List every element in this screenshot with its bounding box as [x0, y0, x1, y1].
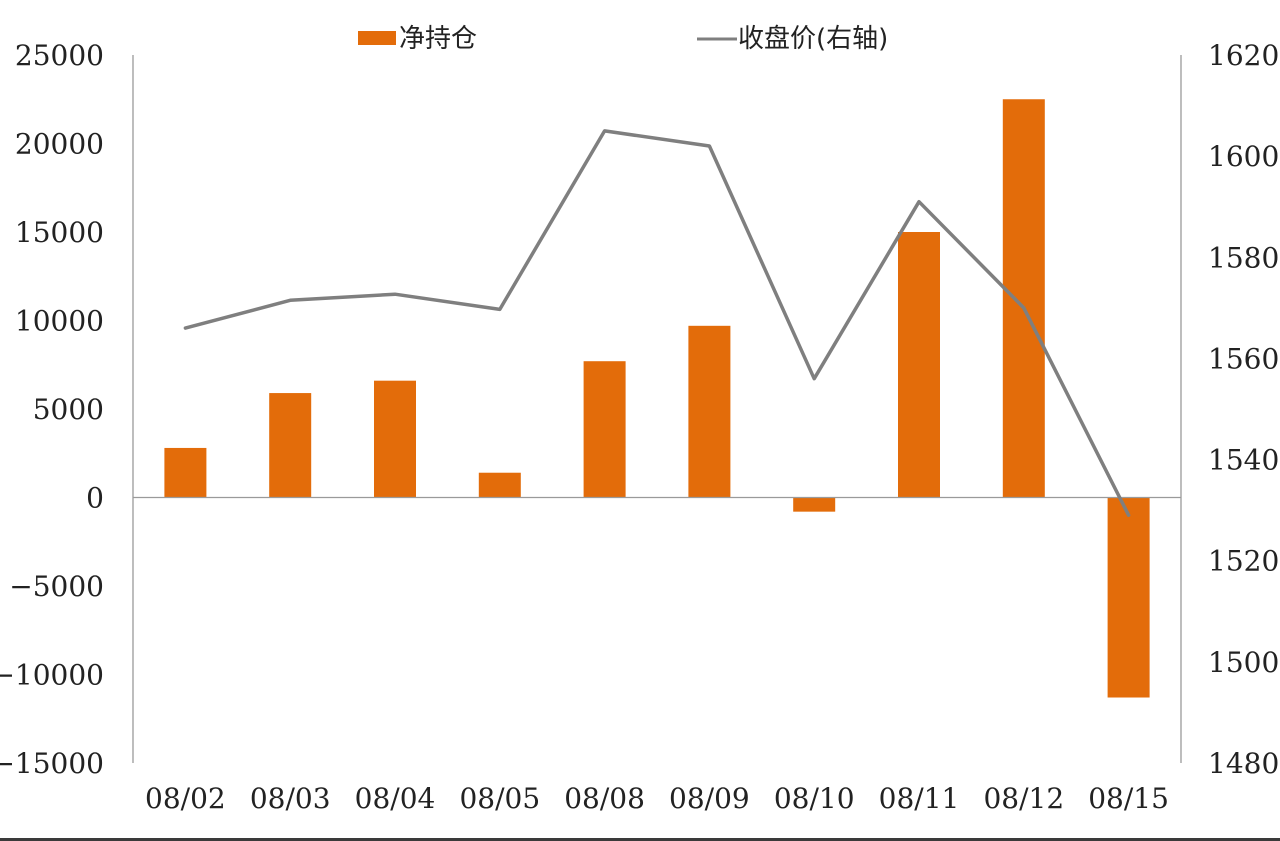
bottom-border	[0, 838, 1280, 841]
x-tick-label: 08/12	[983, 782, 1064, 815]
bar	[583, 361, 626, 498]
left-tick-label: 0	[86, 482, 104, 515]
left-tick-label: 25000	[15, 39, 104, 72]
x-axis-ticks: 08/02 08/03 08/04 08/05 08/08 08/09 08/10 08/11…	[145, 782, 1169, 815]
left-tick-label: 15000	[15, 216, 104, 249]
legend: 净持仓 收盘价(右轴)	[358, 24, 888, 54]
x-tick-label: 08/05	[459, 782, 540, 815]
left-tick-label: 5000	[33, 393, 104, 426]
x-tick-label: 08/10	[774, 782, 855, 815]
line-series	[183, 129, 1131, 517]
left-axis-ticks: 25000 20000 15000 10000 5000 0 −5000 −10000 −150…	[0, 39, 104, 780]
bar	[898, 232, 940, 498]
right-tick-label: 1620	[1208, 39, 1279, 72]
x-tick-label: 08/04	[355, 782, 436, 815]
left-tick-label: −5000	[9, 570, 104, 603]
legend-line-label: 收盘价(右轴)	[738, 24, 888, 54]
right-axis-ticks: 1620 1600 1580 1560 1540 1520 1500 1480	[1208, 39, 1279, 780]
x-tick-label: 08/03	[250, 782, 331, 815]
bar	[269, 393, 312, 498]
x-tick-label: 08/08	[564, 782, 645, 815]
left-tick-label: −10000	[0, 659, 104, 692]
axes	[132, 55, 1182, 763]
right-tick-label: 1540	[1208, 444, 1279, 477]
left-tick-label: 10000	[15, 305, 104, 338]
x-tick-label: 08/15	[1088, 782, 1169, 815]
x-tick-label: 08/09	[669, 782, 750, 815]
right-tick-label: 1500	[1208, 646, 1279, 679]
bar	[478, 472, 521, 498]
right-tick-label: 1480	[1208, 747, 1279, 780]
bar	[793, 497, 836, 512]
bar	[688, 325, 731, 498]
left-tick-label: 20000	[15, 128, 104, 161]
right-tick-label: 1520	[1208, 545, 1279, 578]
legend-bar-label: 净持仓	[399, 24, 477, 54]
bar-series	[164, 99, 1150, 698]
left-tick-label: −15000	[0, 747, 104, 780]
x-tick-label: 08/11	[879, 782, 960, 815]
bar	[1107, 497, 1150, 698]
right-tick-label: 1600	[1208, 140, 1279, 173]
right-tick-label: 1560	[1208, 342, 1279, 375]
price-line-path	[183, 129, 1131, 517]
bar	[1002, 99, 1045, 498]
bar	[374, 380, 416, 498]
x-tick-label: 08/02	[145, 782, 226, 815]
bar	[164, 447, 207, 498]
right-tick-label: 1580	[1208, 241, 1279, 274]
legend-bar-swatch	[358, 31, 396, 45]
